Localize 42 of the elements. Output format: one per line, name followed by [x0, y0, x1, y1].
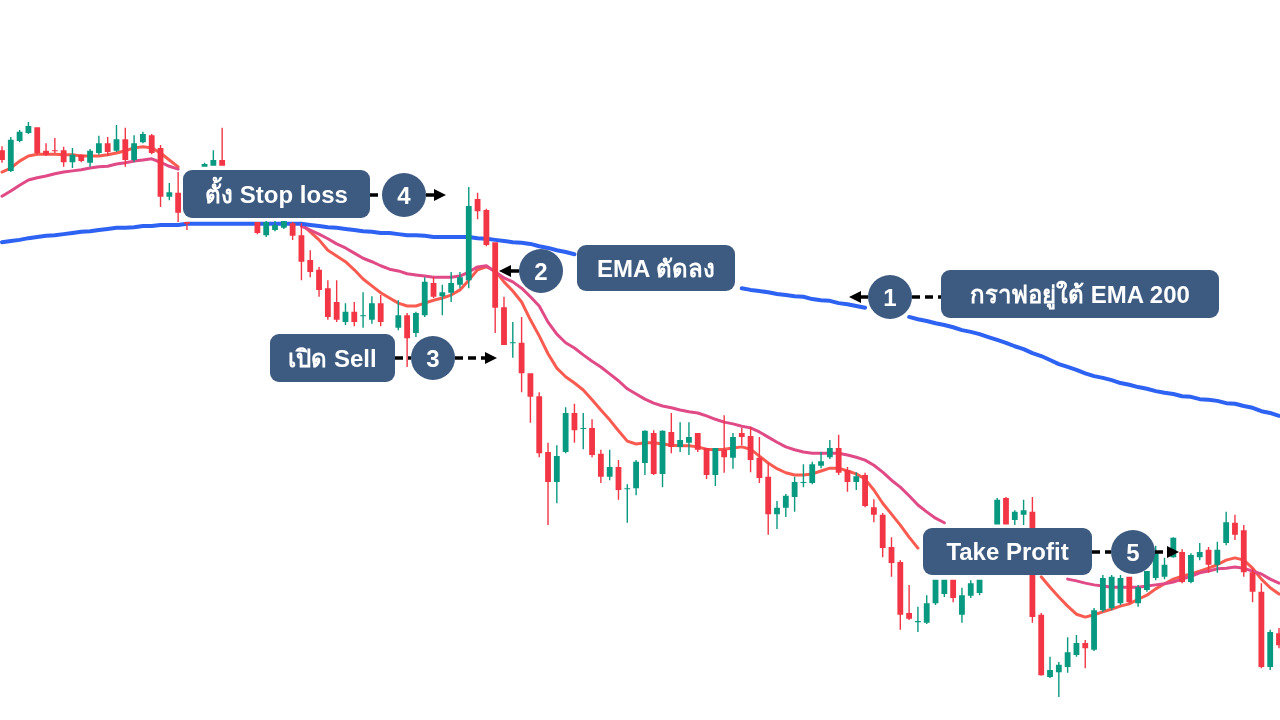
candlestick [721, 415, 728, 473]
candlestick [906, 584, 913, 620]
candlestick [175, 172, 182, 223]
candlestick [1055, 661, 1062, 697]
candlestick [782, 494, 789, 518]
annotation: 4 [397, 181, 412, 209]
annotation: 1 [883, 283, 897, 311]
candlestick [686, 422, 692, 455]
candlestick [826, 439, 833, 459]
candlestick [1047, 656, 1053, 679]
candlestick [219, 127, 226, 166]
annotation: 2 [534, 257, 548, 285]
candlestick [1232, 514, 1238, 541]
candlestick [774, 500, 780, 530]
candlestick [545, 442, 551, 526]
candlestick [915, 606, 921, 633]
annotation: ตั้ง Stop loss [205, 175, 348, 208]
annotation: กราฟอยู่ใต้ EMA 200 [970, 279, 1190, 310]
candlestick [131, 135, 138, 163]
candlestick [553, 445, 560, 504]
annotation: เปิด Sell [288, 344, 377, 372]
candlestick [404, 312, 411, 367]
candlestick [95, 135, 102, 155]
candlestick [360, 292, 366, 328]
candlestick [959, 587, 965, 623]
candlestick [1223, 511, 1230, 546]
candlestick [43, 143, 49, 156]
candlestick [730, 433, 736, 469]
annotation: 3 [426, 344, 440, 372]
candlestick [870, 499, 877, 523]
annotation: 5 [1126, 538, 1140, 566]
candlestick [0, 146, 5, 163]
candlestick [448, 272, 455, 302]
candlestick [818, 452, 824, 469]
candlestick [184, 222, 190, 231]
annotation: Take Profit [946, 538, 1069, 565]
candlestick [368, 296, 375, 324]
annotation: EMA ตัดลง [596, 254, 716, 282]
candlestick [457, 272, 463, 289]
candlestick [509, 322, 516, 358]
candlestick [51, 138, 58, 154]
candlestick [677, 422, 684, 453]
